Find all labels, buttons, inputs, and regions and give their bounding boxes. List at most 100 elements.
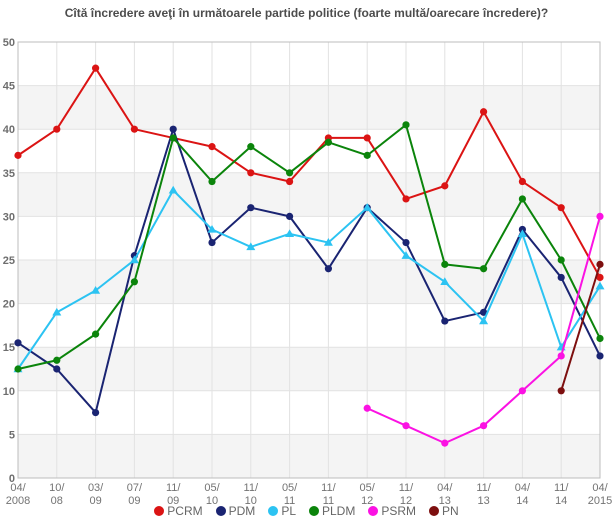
data-point-PL[interactable] — [595, 281, 605, 290]
data-point-PDM[interactable] — [324, 265, 332, 273]
data-point-PDM[interactable] — [286, 212, 294, 220]
data-point-PDM[interactable] — [247, 204, 255, 212]
data-point-PL[interactable] — [285, 229, 295, 238]
legend-marker-icon — [368, 506, 379, 516]
data-point-PLDM[interactable] — [363, 151, 371, 159]
data-point-PDM[interactable] — [208, 238, 216, 247]
data-point-PLDM[interactable] — [247, 143, 255, 151]
legend-item-PN[interactable]: PN — [429, 504, 459, 518]
data-point-PCRM[interactable] — [557, 204, 565, 212]
y-axis-tick-label: 40 — [3, 124, 15, 136]
y-axis-tick-label: 45 — [3, 81, 15, 93]
x-axis-tick-label: 11/ — [476, 482, 491, 494]
data-point-PN[interactable] — [557, 387, 565, 395]
legend-marker-icon — [309, 506, 319, 516]
plot-band — [18, 390, 600, 435]
data-point-PSRM[interactable] — [441, 439, 449, 447]
plot-frame — [17, 41, 601, 479]
data-point-PDM[interactable] — [14, 339, 22, 347]
data-point-PLDM[interactable] — [324, 138, 332, 146]
x-axis-tick-label: 10 — [245, 495, 257, 504]
data-point-PDM[interactable] — [169, 125, 177, 133]
data-point-PCRM[interactable] — [130, 125, 138, 133]
data-point-PSRM[interactable] — [480, 422, 488, 430]
data-point-PCRM[interactable] — [53, 125, 61, 133]
legend-item-PL[interactable]: PL — [268, 504, 296, 518]
x-axis-tick-label: 10/ — [49, 482, 65, 494]
legend-item-PLDM[interactable]: PLDM — [309, 504, 355, 518]
data-point-PL[interactable] — [401, 251, 411, 259]
data-point-PLDM[interactable] — [53, 356, 61, 364]
data-point-PSRM[interactable] — [596, 212, 604, 220]
data-point-PL[interactable] — [207, 224, 217, 233]
data-point-PDM[interactable] — [441, 317, 449, 325]
x-axis-tick-label: 04/ — [592, 482, 608, 494]
x-axis-tick-label: 14 — [555, 495, 567, 504]
plot-band — [18, 129, 600, 173]
data-point-PN[interactable] — [596, 260, 604, 268]
data-point-PL[interactable] — [129, 255, 139, 264]
y-axis-tick-label: 5 — [9, 429, 15, 441]
data-point-PL[interactable] — [517, 229, 527, 238]
legend-item-PDM[interactable]: PDM — [215, 504, 255, 518]
data-point-PCRM[interactable] — [92, 64, 100, 72]
data-point-PL[interactable] — [362, 203, 372, 211]
data-point-PDM[interactable] — [480, 308, 488, 316]
data-point-PLDM[interactable] — [596, 334, 604, 343]
plot-band — [18, 42, 600, 86]
plot-band — [18, 303, 600, 348]
data-point-PLDM[interactable] — [518, 195, 527, 203]
data-point-PLDM[interactable] — [557, 256, 565, 264]
x-axis-tick-label: 08 — [51, 495, 63, 504]
data-point-PL[interactable] — [479, 316, 489, 325]
data-point-PL[interactable] — [91, 286, 101, 294]
data-point-PSRM[interactable] — [363, 404, 371, 412]
data-point-PDM[interactable] — [92, 409, 100, 417]
plot-band — [18, 85, 600, 130]
x-axis-tick-label: 10 — [206, 495, 218, 504]
data-point-PCRM[interactable] — [208, 143, 216, 151]
data-point-PLDM[interactable] — [14, 365, 22, 373]
legend-marker-icon — [215, 506, 226, 516]
data-point-PLDM[interactable] — [208, 177, 216, 186]
data-point-PCRM[interactable] — [14, 151, 22, 159]
data-point-PL[interactable] — [440, 277, 450, 285]
data-point-PLDM[interactable] — [286, 169, 294, 177]
data-point-PSRM[interactable] — [402, 422, 410, 430]
data-point-PCRM[interactable] — [247, 169, 255, 177]
data-point-PLDM[interactable] — [130, 278, 138, 286]
data-point-PLDM[interactable] — [169, 134, 177, 142]
x-axis-tick-label: 11/ — [244, 482, 259, 494]
data-point-PLDM[interactable] — [480, 265, 488, 273]
y-axis-tick-label: 15 — [3, 342, 15, 354]
data-point-PDM[interactable] — [402, 238, 410, 247]
data-point-PCRM[interactable] — [596, 273, 604, 282]
x-axis-tick-label: 13 — [439, 495, 451, 504]
legend-item-PSRM[interactable]: PSRM — [368, 504, 416, 518]
data-point-PSRM[interactable] — [518, 387, 527, 395]
data-point-PDM[interactable] — [53, 365, 61, 373]
data-point-PCRM[interactable] — [402, 195, 410, 203]
x-axis-tick-label: 05/ — [282, 482, 298, 494]
x-axis-tick-label: 04/ — [10, 482, 26, 494]
x-axis-tick-label: 03/ — [88, 482, 104, 494]
data-point-PL[interactable] — [323, 238, 333, 246]
x-axis-tick-label: 12 — [400, 495, 412, 504]
data-point-PCRM[interactable] — [518, 177, 527, 186]
data-point-PL[interactable] — [246, 242, 256, 251]
data-point-PLDM[interactable] — [441, 260, 449, 268]
data-point-PL[interactable] — [168, 185, 178, 194]
data-point-PCRM[interactable] — [441, 182, 449, 190]
legend-item-PCRM[interactable]: PCRM — [154, 504, 203, 518]
data-point-PLDM[interactable] — [402, 121, 410, 129]
data-point-PCRM[interactable] — [286, 177, 294, 186]
data-point-PLDM[interactable] — [92, 330, 100, 338]
data-point-PCRM[interactable] — [480, 108, 488, 116]
data-point-PL[interactable] — [52, 307, 62, 316]
x-axis-tick-label: 11/ — [554, 482, 569, 494]
data-point-PCRM[interactable] — [363, 134, 371, 142]
data-point-PDM[interactable] — [596, 352, 604, 360]
data-point-PDM[interactable] — [557, 273, 565, 282]
plot-band — [18, 347, 600, 391]
data-point-PSRM[interactable] — [557, 352, 565, 360]
